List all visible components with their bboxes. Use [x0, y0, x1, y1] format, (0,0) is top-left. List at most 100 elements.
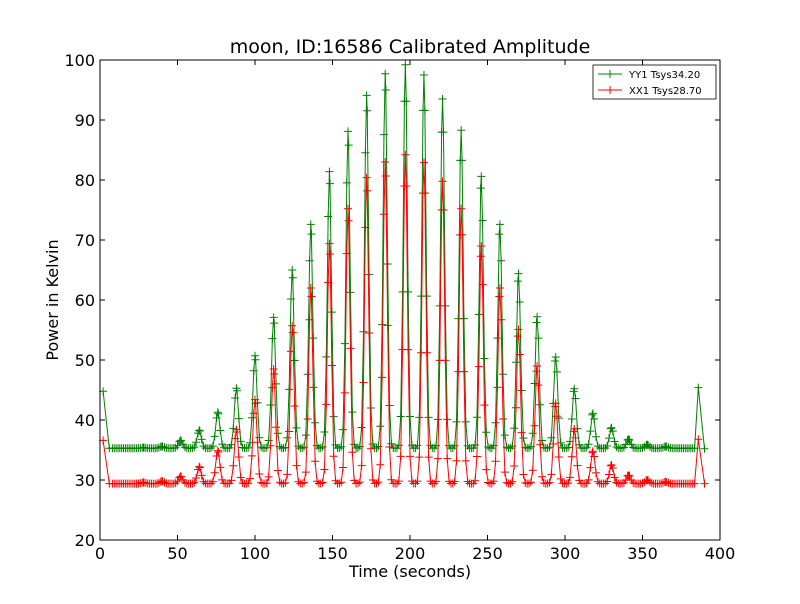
data-point-marker	[474, 362, 483, 371]
data-point-marker	[700, 444, 709, 453]
data-point-marker	[571, 433, 580, 442]
data-point-marker	[497, 315, 506, 324]
data-point-marker	[590, 415, 599, 424]
data-point-marker	[443, 454, 452, 463]
data-point-marker	[624, 435, 633, 444]
data-point-marker	[387, 475, 396, 484]
data-point-marker	[387, 439, 396, 448]
data-point-marker	[306, 220, 315, 229]
data-point-marker	[448, 479, 457, 488]
data-point-marker	[327, 361, 336, 370]
data-point-marker	[227, 476, 236, 485]
data-point-marker	[629, 478, 638, 487]
data-point-marker	[532, 367, 541, 376]
data-point-marker	[472, 452, 481, 461]
data-point-marker	[510, 462, 519, 471]
x-axis-ticks: 0 50 100 150 200 250 300 350 400	[95, 60, 735, 563]
data-point-marker	[214, 448, 223, 457]
data-point-marker	[526, 478, 535, 487]
data-point-marker	[629, 443, 638, 452]
data-point-marker	[545, 478, 554, 487]
data-point-marker	[288, 321, 297, 330]
data-point-marker	[424, 453, 433, 462]
data-point-marker	[376, 460, 385, 469]
y-tick-label: 50	[75, 351, 95, 370]
data-point-marker	[381, 158, 390, 166]
data-point-marker	[567, 414, 576, 423]
data-point-marker	[441, 301, 450, 310]
data-point-marker	[605, 470, 614, 479]
data-point-marker	[657, 479, 666, 488]
data-point-marker	[180, 443, 189, 452]
data-point-marker	[272, 379, 281, 388]
data-point-marker	[493, 383, 502, 392]
data-point-marker	[311, 418, 320, 427]
data-point-marker	[326, 250, 335, 259]
data-point-marker	[361, 223, 370, 232]
data-point-marker	[700, 479, 709, 488]
data-point-marker	[206, 479, 215, 488]
data-point-marker	[438, 95, 447, 103]
data-point-marker	[188, 479, 197, 488]
data-point-marker	[379, 130, 388, 139]
data-point-marker	[551, 353, 560, 361]
data-point-marker	[266, 401, 275, 410]
data-point-marker	[316, 479, 325, 488]
data-point-marker	[188, 444, 197, 453]
data-point-marker	[415, 453, 424, 462]
data-point-marker	[325, 167, 334, 176]
data-point-marker	[457, 126, 466, 135]
data-point-marker	[433, 415, 442, 424]
data-point-marker	[290, 401, 299, 410]
data-point-marker	[394, 441, 403, 450]
y-tick-label: 20	[75, 531, 95, 550]
data-point-marker	[586, 463, 595, 472]
data-point-marker	[480, 354, 489, 363]
data-point-marker	[229, 461, 238, 470]
data-point-marker	[588, 448, 597, 457]
data-point-marker	[495, 220, 504, 229]
data-point-marker	[601, 479, 610, 488]
data-point-marker	[463, 477, 472, 486]
data-point-marker	[534, 381, 543, 390]
data-point-marker	[512, 358, 521, 367]
data-point-marker	[286, 347, 295, 356]
data-point-marker	[664, 443, 673, 452]
data-point-marker	[190, 443, 199, 452]
data-point-marker	[593, 442, 602, 451]
y-tick-label: 40	[75, 411, 95, 430]
data-point-marker	[554, 453, 563, 462]
data-point-marker	[404, 345, 413, 354]
data-point-marker	[406, 412, 414, 421]
data-point-marker	[365, 329, 374, 338]
data-point-marker	[657, 444, 666, 453]
data-point-marker	[385, 401, 394, 410]
data-point-marker	[478, 216, 487, 225]
data-point-marker	[484, 478, 493, 487]
data-point-marker	[309, 383, 318, 392]
data-point-marker	[234, 453, 243, 462]
data-point-marker	[517, 386, 526, 395]
data-point-marker	[195, 462, 204, 471]
data-point-marker	[645, 442, 654, 451]
data-point-marker	[422, 292, 431, 301]
data-point-marker	[573, 461, 582, 470]
data-point-marker	[273, 466, 282, 475]
data-point-marker	[528, 429, 537, 438]
data-point-marker	[283, 470, 292, 479]
data-point-marker	[441, 356, 450, 365]
data-point-marker	[556, 474, 565, 483]
data-point-marker	[593, 477, 602, 486]
data-point-marker	[368, 475, 377, 484]
data-point-marker	[253, 438, 262, 447]
data-point-marker	[285, 385, 294, 394]
data-point-marker	[476, 184, 485, 193]
data-point-marker	[346, 288, 355, 297]
data-point-marker	[584, 440, 593, 449]
data-point-marker	[694, 383, 703, 392]
data-point-marker	[340, 388, 349, 397]
data-point-marker	[610, 473, 619, 482]
data-point-marker	[607, 423, 616, 432]
data-point-marker	[251, 351, 259, 360]
